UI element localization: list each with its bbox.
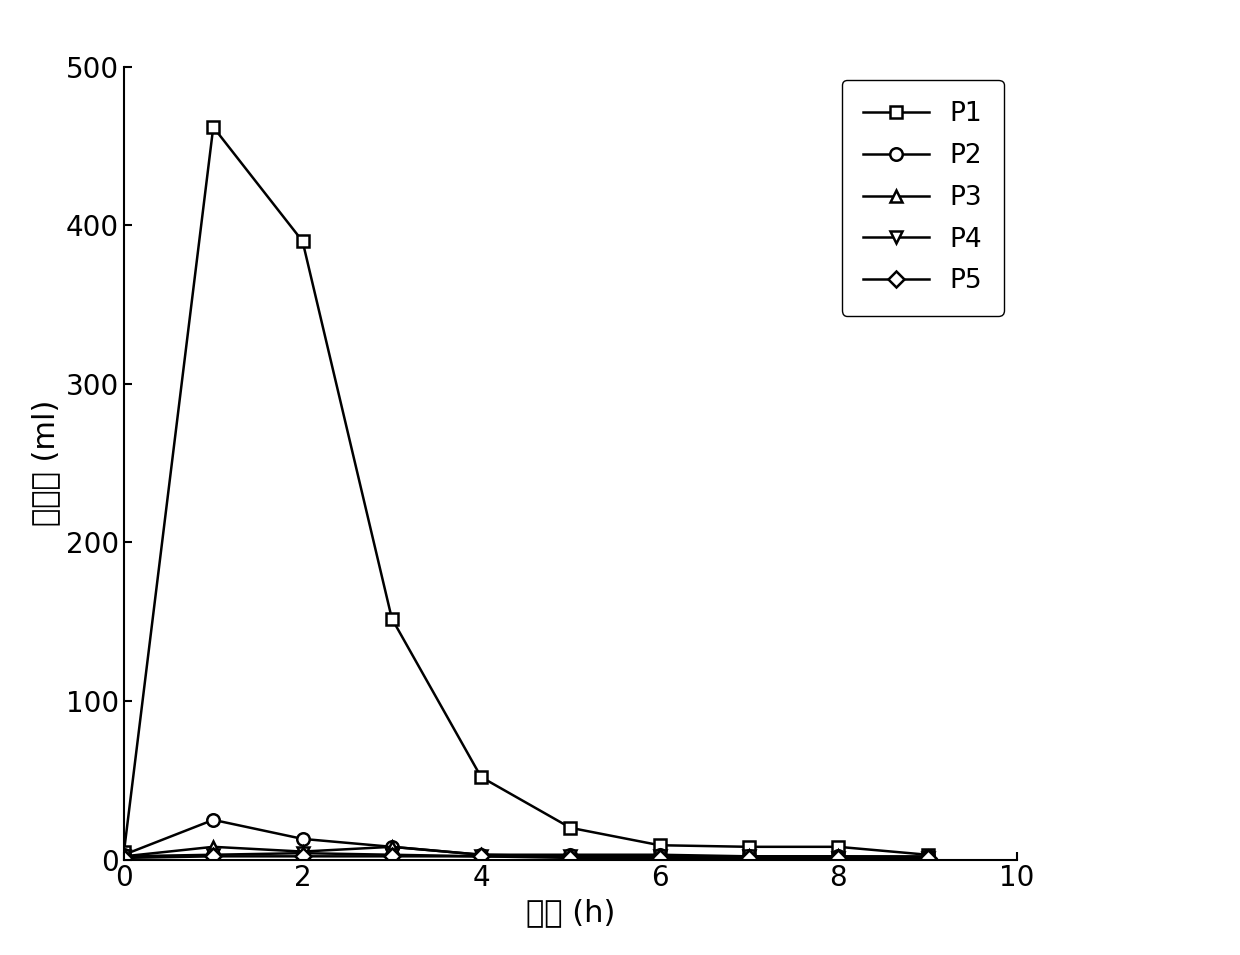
P1 — [474, 772, 489, 783]
P2 — [117, 849, 131, 860]
P1 — [206, 121, 221, 133]
P5 — [474, 851, 489, 862]
P1 — [831, 841, 846, 853]
P5 — [295, 851, 310, 862]
P2 — [742, 851, 756, 862]
P2 — [474, 849, 489, 860]
P4 — [295, 847, 310, 859]
P3 — [117, 851, 131, 862]
P5 — [920, 852, 935, 863]
P5 — [384, 851, 399, 862]
P1 — [295, 236, 310, 247]
P3 — [652, 851, 667, 862]
Line: P2: P2 — [118, 814, 934, 862]
P4 — [474, 851, 489, 862]
P1 — [652, 839, 667, 851]
P5 — [652, 852, 667, 863]
P3 — [295, 846, 310, 858]
P4 — [117, 851, 131, 862]
Line: P1: P1 — [118, 121, 934, 861]
Line: P5: P5 — [119, 851, 932, 863]
P5 — [206, 851, 221, 862]
P1 — [384, 613, 399, 625]
P1 — [117, 846, 131, 858]
P3 — [384, 841, 399, 853]
P3 — [742, 851, 756, 862]
P2 — [652, 849, 667, 860]
P1 — [563, 822, 578, 834]
P1 — [920, 849, 935, 860]
P5 — [831, 852, 846, 863]
P4 — [384, 849, 399, 860]
P2 — [206, 814, 221, 825]
P4 — [742, 851, 756, 862]
P2 — [831, 851, 846, 862]
P3 — [206, 841, 221, 853]
P3 — [563, 851, 578, 862]
Legend: P1, P2, P3, P4, P5: P1, P2, P3, P4, P5 — [842, 80, 1003, 315]
P2 — [920, 851, 935, 862]
X-axis label: 时间 (h): 时间 (h) — [526, 898, 615, 927]
Line: P4: P4 — [118, 847, 934, 864]
P5 — [117, 852, 131, 863]
Y-axis label: 产氢量 (ml): 产氢量 (ml) — [31, 400, 61, 526]
P3 — [831, 851, 846, 862]
P4 — [206, 849, 221, 860]
P1 — [742, 841, 756, 853]
P2 — [563, 849, 578, 860]
P5 — [563, 852, 578, 863]
P3 — [920, 852, 935, 863]
P2 — [295, 833, 310, 844]
P4 — [831, 852, 846, 863]
Line: P3: P3 — [118, 840, 934, 864]
P3 — [474, 849, 489, 860]
P2 — [384, 841, 399, 853]
P4 — [563, 851, 578, 862]
P5 — [742, 852, 756, 863]
P4 — [652, 851, 667, 862]
P4 — [920, 852, 935, 863]
